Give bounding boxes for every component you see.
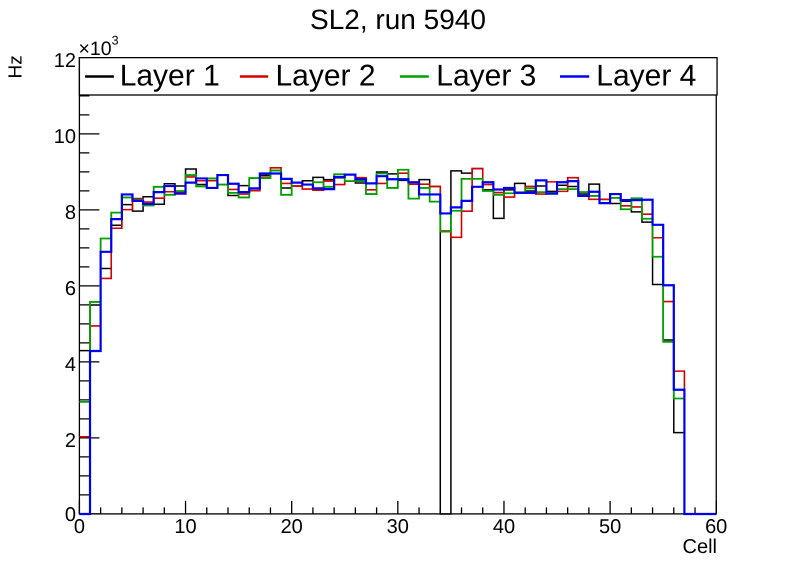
svg-text:Layer 2: Layer 2 (276, 60, 376, 93)
svg-text:SL2, run 5940: SL2, run 5940 (310, 4, 486, 35)
svg-text:2: 2 (65, 430, 76, 452)
svg-text:Cell: Cell (683, 536, 717, 558)
svg-text:40: 40 (493, 516, 515, 538)
svg-text:Layer 1: Layer 1 (120, 60, 220, 93)
svg-text:20: 20 (281, 516, 303, 538)
svg-text:Hz: Hz (6, 55, 27, 78)
svg-text:8: 8 (65, 202, 76, 224)
svg-text:30: 30 (387, 516, 409, 538)
svg-text:10: 10 (174, 516, 196, 538)
svg-text:6: 6 (65, 278, 76, 300)
svg-text:0: 0 (74, 516, 85, 538)
svg-text:12: 12 (54, 50, 76, 72)
svg-text:0: 0 (65, 504, 76, 526)
svg-text:Layer 4: Layer 4 (596, 60, 696, 93)
svg-text:10: 10 (54, 126, 76, 148)
svg-text:4: 4 (65, 354, 76, 376)
svg-text:50: 50 (599, 516, 621, 538)
svg-text:Layer 3: Layer 3 (436, 60, 536, 93)
svg-text:60: 60 (705, 516, 727, 538)
